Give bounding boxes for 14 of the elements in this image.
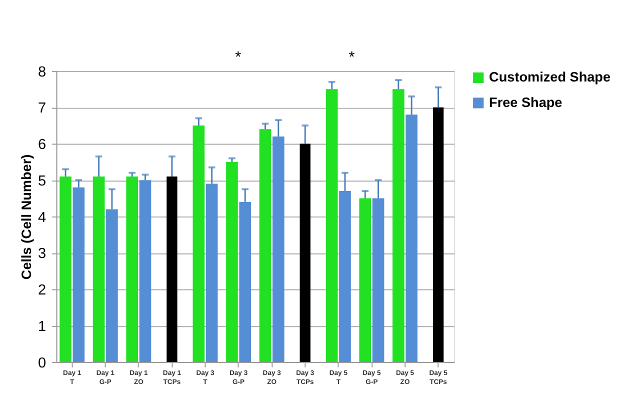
y-tick-label: 2 <box>38 282 46 299</box>
y-tick-label: 8 <box>38 64 46 80</box>
y-tick-label: 6 <box>38 137 46 154</box>
text: * <box>235 49 242 66</box>
y-tick-label: 1 <box>38 318 46 335</box>
text: * <box>348 49 355 66</box>
legend-label: Customized Shape <box>489 70 611 85</box>
legend-label: Free Shape <box>489 94 563 110</box>
y-tick-label: 0 <box>38 355 46 372</box>
y-tick-label: 4 <box>38 210 46 226</box>
y-tick-label: 5 <box>38 173 46 190</box>
y-axis-title: Cells (Cell Number) <box>19 154 34 280</box>
y-tick-label: 7 <box>38 100 46 117</box>
y-tick-label: 3 <box>38 246 46 262</box>
